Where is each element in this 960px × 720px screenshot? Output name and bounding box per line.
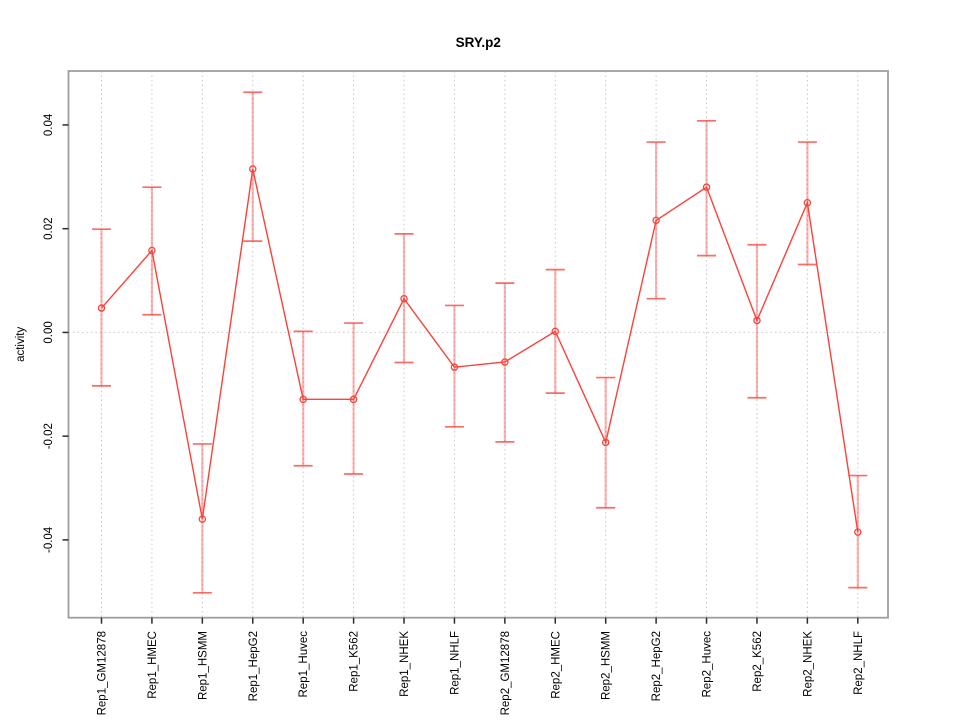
y-tick-label: -0.02 [43, 423, 55, 449]
gridlines [68, 71, 888, 618]
x-tick-labels: Rep1_GM12878 Rep1_HMEC Rep1_HSMM Rep1_HepG2… [97, 631, 865, 716]
x-tick-label: Rep2_NHLF [853, 631, 865, 695]
x-tick-label: Rep1_HSMM [197, 631, 209, 700]
data-point [349, 395, 358, 404]
x-tick-label: Rep1_Huvec [298, 631, 310, 698]
x-tick-label: Rep2_K562 [752, 631, 764, 692]
chart-title: SRY.p2 [456, 35, 501, 50]
error-bars [92, 91, 868, 594]
x-tick-label: Rep1_GM12878 [97, 631, 109, 715]
data-point [652, 216, 660, 225]
data-point [854, 528, 862, 536]
y-tick-label: 0.04 [43, 113, 55, 136]
chart-text: SRY.p2 activity [15, 35, 501, 362]
data-point [551, 327, 560, 336]
y-axis-label: activity [15, 327, 27, 362]
data-point [148, 246, 156, 255]
y-tick-label: -0.04 [43, 526, 55, 553]
y-tick-label: 0.00 [43, 321, 55, 343]
series-line [100, 168, 859, 533]
data-points [97, 165, 862, 536]
data-point [450, 363, 459, 371]
x-tick-label: Rep2_HepG2 [651, 631, 663, 701]
x-tick-label: Rep1_K562 [349, 631, 361, 692]
data-point [753, 316, 761, 325]
x-tick-label: Rep2_HMEC [550, 631, 562, 699]
x-tick-label: Rep1_HMEC [147, 631, 159, 699]
data-point [400, 294, 408, 303]
axis-ticks [62, 124, 859, 624]
data-point [501, 358, 509, 366]
x-tick-label: Rep1_NHEK [399, 631, 411, 697]
x-tick-label: Rep2_GM12878 [500, 631, 512, 715]
plot-frame [67, 70, 889, 619]
data-point [803, 198, 812, 207]
data-point [299, 395, 307, 404]
frame [67, 70, 889, 619]
data-point [249, 165, 257, 173]
series [100, 168, 859, 533]
data-point [97, 304, 106, 312]
x-tick-label: Rep1_HepG2 [248, 631, 260, 701]
x-tick-label: Rep2_NHEK [802, 631, 814, 697]
y-tick-label: 0.02 [43, 217, 55, 239]
y-tick-labels: 0.04 0.02 0.00 -0.02 -0.04 [43, 113, 55, 553]
data-point [198, 515, 207, 523]
x-tick-label: Rep1_NHLF [449, 631, 461, 695]
data-point [601, 438, 610, 447]
x-tick-label: Rep2_Huvec [702, 631, 714, 698]
data-point [702, 183, 711, 191]
x-tick-label: Rep2_HSMM [601, 631, 613, 700]
